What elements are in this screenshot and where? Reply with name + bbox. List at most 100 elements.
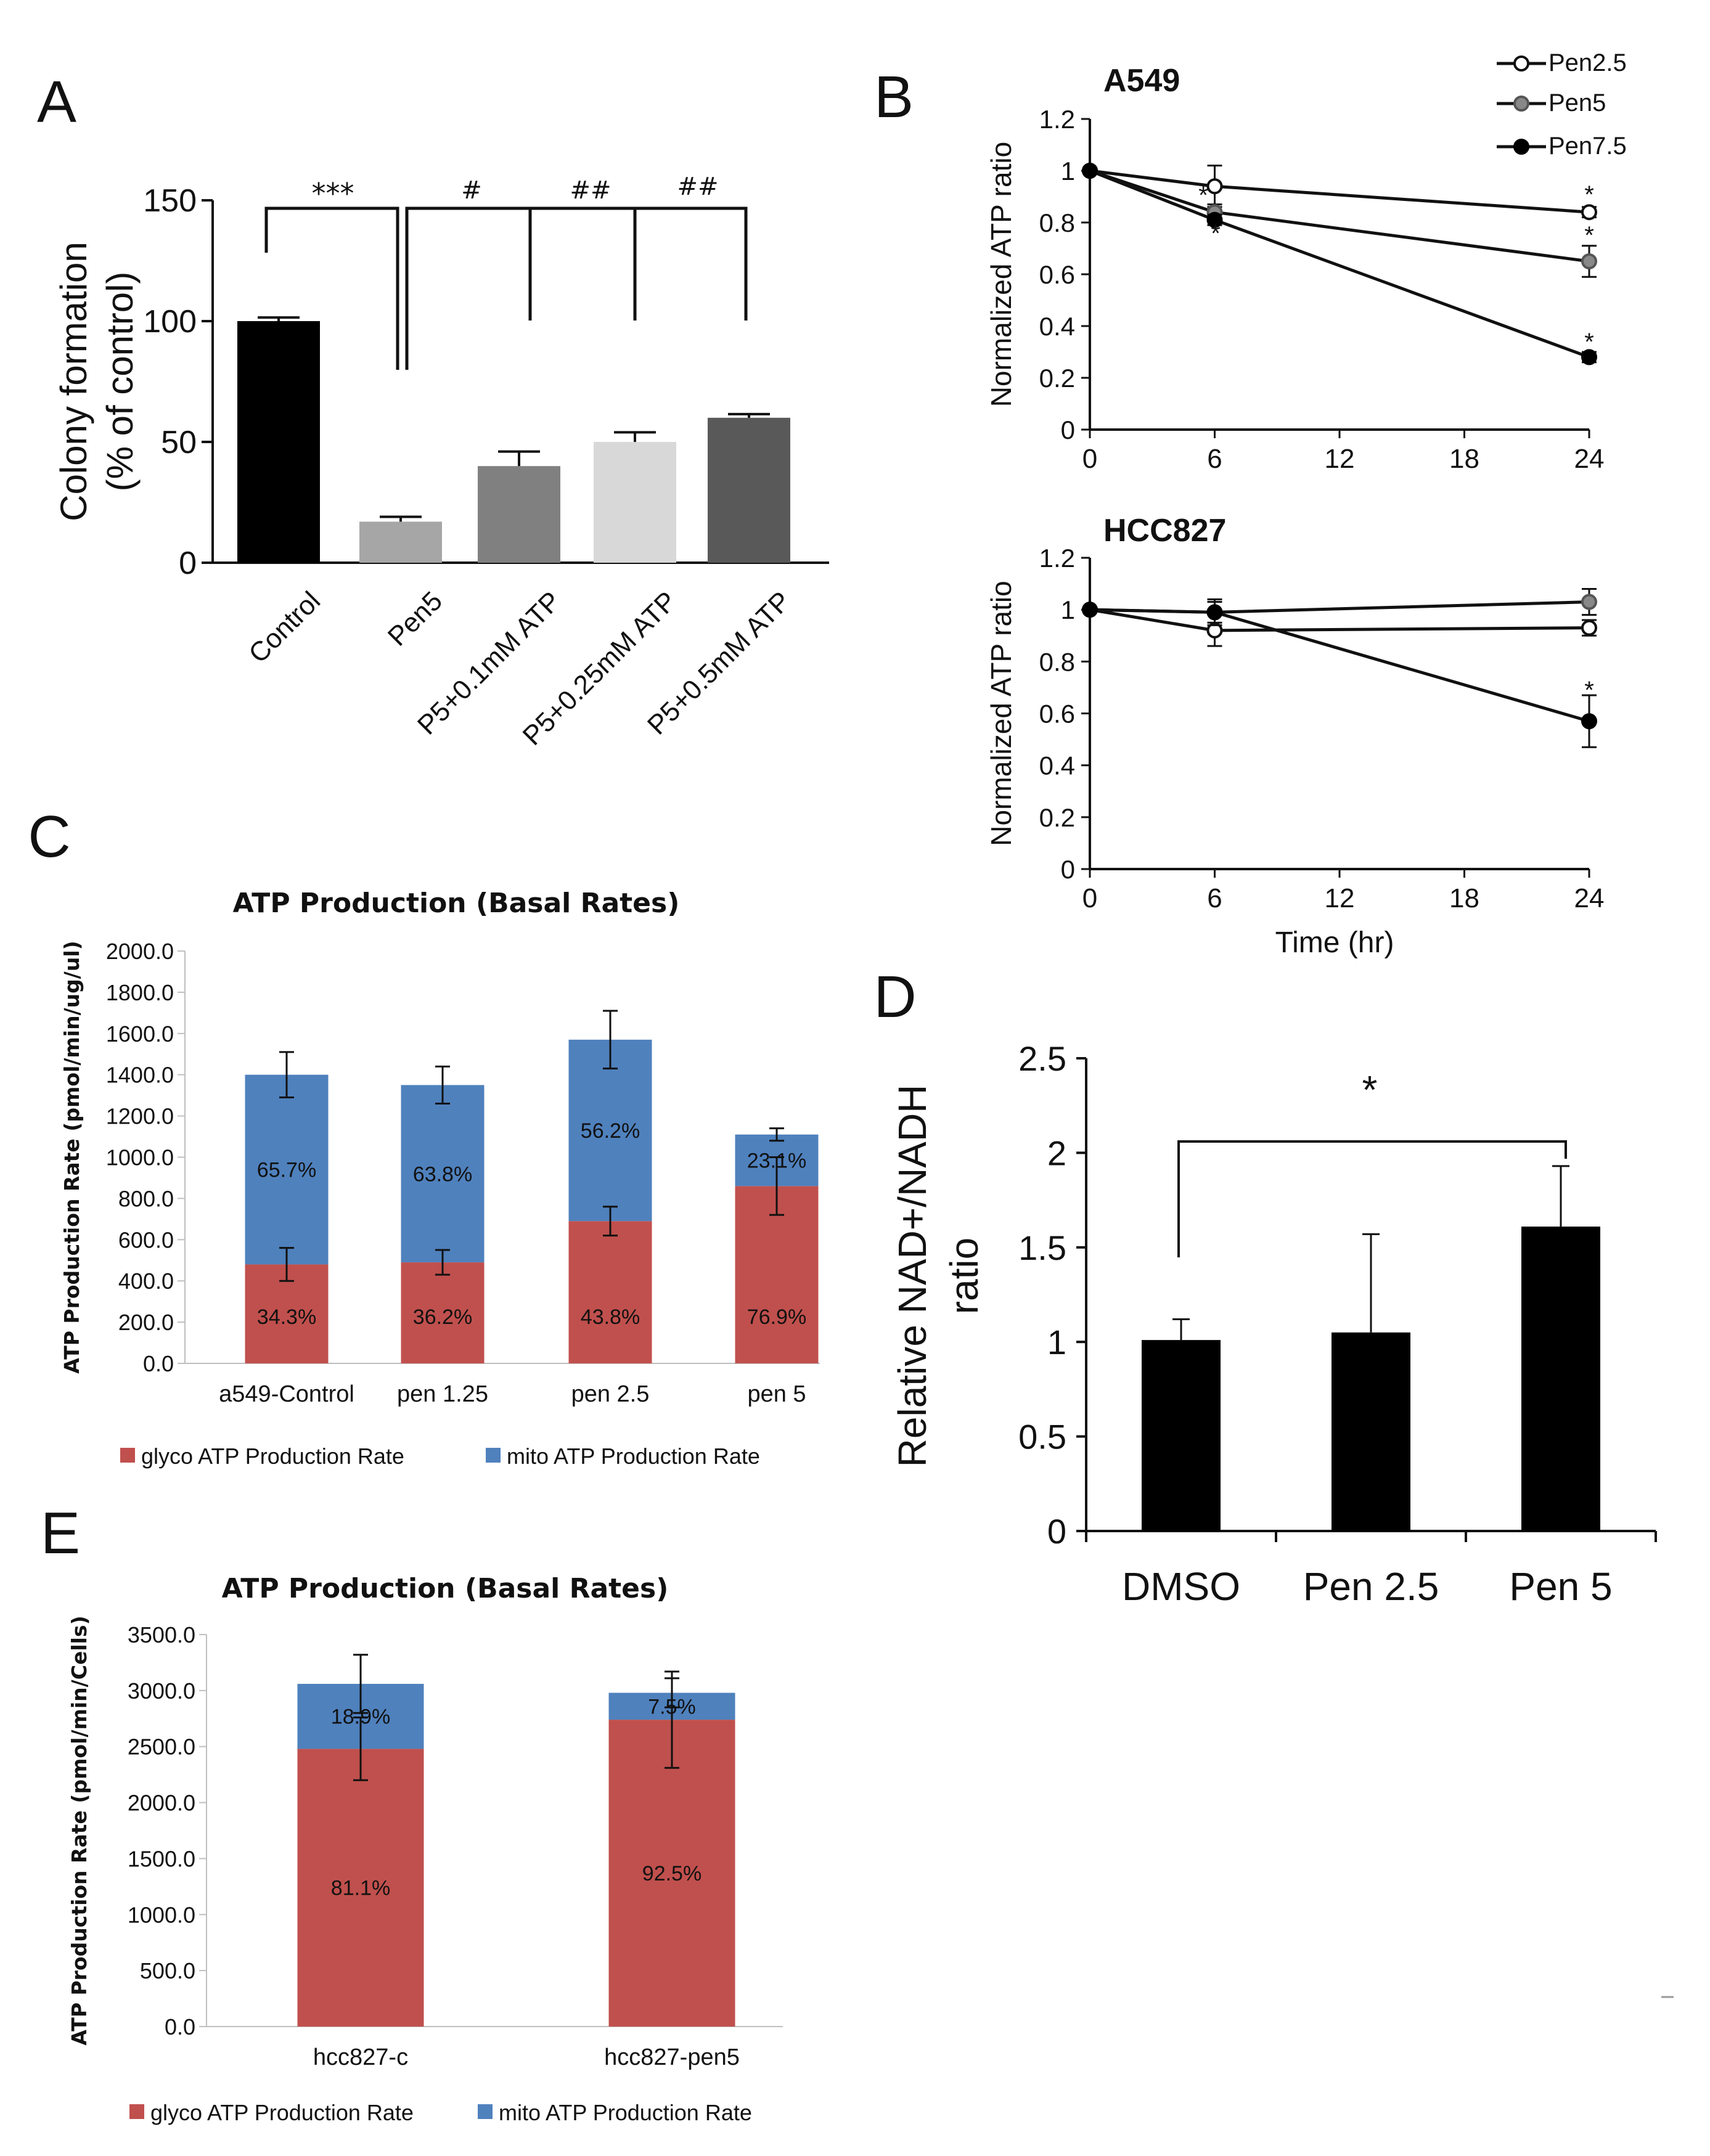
panel-e-glyco-percent-label: 92.5%: [642, 1862, 702, 1885]
panel-e-y-tick-label: 0.0: [165, 2014, 195, 2040]
panel-b-data-point: [1206, 604, 1223, 621]
panel-letter-d: D: [873, 964, 916, 1030]
panel-d-bar: [1521, 1227, 1600, 1531]
panel-a-y-tick-label: 150: [143, 183, 197, 219]
panel-b-significance-star: *: [1584, 222, 1594, 249]
panel-a-bar: [708, 417, 790, 563]
panel-a-y-label: Colony formation: [53, 242, 94, 521]
panel-c-y-tick-label: 400.0: [118, 1268, 174, 1294]
panel-d-y-label-second-line: ratio: [942, 1238, 986, 1315]
panel-e-y-tick-label: 1500.0: [128, 1846, 195, 1871]
panel-c-glyco-error-bar: [279, 1247, 294, 1282]
panel-c-y-tick-label: 2000.0: [106, 939, 174, 964]
panel-c-legend-swatch: [486, 1448, 501, 1463]
panel-c-mito-percent-label: 65.7%: [257, 1159, 316, 1182]
panel-c-mito-error-bar: [603, 1010, 618, 1070]
panel-d-bracket: [1177, 1140, 1567, 1257]
panel-b-y-tick-label: 0: [1061, 415, 1075, 444]
panel-b-x-tick-label: 24: [1574, 444, 1605, 474]
panel-c-mito-bar: [245, 1074, 329, 1265]
panel-c-title: ATP Production (Basal Rates): [233, 888, 680, 919]
panel-c-glyco-error-bar: [769, 1156, 784, 1216]
panel-a-bar: [478, 466, 560, 563]
panel-b-x-tick-label: 0: [1082, 883, 1097, 913]
panel-b-data-point: [1581, 713, 1597, 730]
panel-b-y-tick-label: 0.2: [1039, 803, 1075, 832]
panel-b-legend-label: Pen7.5: [1548, 133, 1627, 160]
panel-b-data-point: [1581, 619, 1597, 636]
panel-a-bar: [359, 521, 442, 563]
panel-a-significance-label: ##: [570, 176, 611, 205]
panel-c-glyco-error-bar: [603, 1206, 618, 1237]
panel-b-x-tick-label: 24: [1574, 883, 1605, 913]
panel-d-bar: [1332, 1332, 1410, 1531]
panel-b-series-line: [1089, 608, 1590, 723]
panel-c-legend-label: glyco ATP Production Rate: [141, 1443, 404, 1469]
panel-b-legend-marker: [1513, 96, 1529, 112]
panel-c-mito-bar: [568, 1039, 652, 1222]
panel-b-y-tick-label: 0.8: [1039, 208, 1075, 237]
panel-b-y-tick-label: 1.2: [1039, 544, 1075, 573]
panel-a-significance-label: #: [461, 176, 482, 205]
panel-e-y-tick-label: 500.0: [140, 1958, 195, 1983]
panel-d-y-tick-label: 1: [1047, 1323, 1066, 1362]
panel-a-x-tick-label: Pen5: [382, 586, 448, 651]
panel-e-legend-label: glyco ATP Production Rate: [150, 2100, 414, 2125]
panel-c-y-tick-label: 1000.0: [106, 1145, 174, 1170]
panel-c-y-tick-label: 200.0: [118, 1310, 174, 1335]
panel-a-significance-label: ##: [677, 173, 718, 201]
panel-e-legend-label: mito ATP Production Rate: [499, 2100, 752, 2125]
panel-e-title: ATP Production (Basal Rates): [222, 1573, 669, 1604]
panel-e-y-tick-label: 1000.0: [128, 1902, 195, 1927]
panel-letter-e: E: [41, 1500, 80, 1566]
panel-a-error-bar: [614, 431, 656, 442]
panel-b-y-label: Normalized ATP ratio: [985, 142, 1017, 407]
panel-b-y-tick-label: 1: [1061, 157, 1075, 186]
panel-e-glyco-percent-label: 81.1%: [331, 1877, 390, 1900]
panel-b-x-tick-label: 12: [1325, 444, 1355, 474]
panel-d-error-bar: [1552, 1165, 1569, 1227]
panel-c-y-tick-label: 1800.0: [106, 980, 174, 1005]
panel-b-y-tick-label: 0.8: [1039, 647, 1075, 676]
panel-letter-a: A: [37, 69, 76, 135]
panel-c-mito-error-bar: [435, 1065, 450, 1105]
panel-c-glyco-bar: [568, 1221, 652, 1363]
panel-b-subplot-title: HCC827: [1103, 513, 1226, 549]
panel-b-data-point: [1206, 211, 1223, 228]
panel-a-bar: [594, 442, 676, 563]
panel-b-series-line: [1089, 169, 1590, 263]
panel-a-bar: [237, 321, 320, 563]
panel-b-y-tick-label: 0.2: [1039, 364, 1075, 393]
panel-b-x-tick-label: 18: [1449, 444, 1479, 474]
panel-d-x-tick-label: DMSO: [1122, 1564, 1240, 1609]
panel-letter-c: C: [28, 804, 70, 870]
panel-b-y-tick-label: 0.6: [1039, 260, 1075, 289]
panel-a-error-bar: [728, 412, 770, 418]
panel-c-mito-error-bar: [769, 1127, 784, 1142]
panel-a-y-tick-label: 0: [179, 545, 197, 581]
panel-b-data-point: [1082, 602, 1098, 618]
panel-b-y-tick-label: 1: [1061, 595, 1075, 624]
panel-a-error-bar: [258, 316, 300, 321]
panel-c-y-tick-label: 1200.0: [106, 1104, 174, 1129]
panel-d-y-tick-label: 0: [1047, 1512, 1066, 1551]
panel-b-x-label: Time (hr): [1275, 926, 1394, 959]
panel-e-legend-swatch: [478, 2104, 493, 2119]
panel-b-x-tick-label: 18: [1449, 883, 1479, 913]
panel-c-x-tick-label: a549-Control: [219, 1381, 354, 1407]
panel-b-significance-star: *: [1584, 677, 1594, 704]
panel-a-bracket: [405, 206, 748, 370]
panel-e-legend-swatch: [129, 2104, 144, 2119]
panel-b-significance-star: *: [1198, 182, 1208, 209]
panel-c-glyco-percent-label: 43.8%: [581, 1305, 640, 1329]
panel-b-series-line: [1089, 169, 1590, 359]
panel-b-series-line: [1089, 608, 1590, 632]
panel-d-y-tick-label: 1.5: [1018, 1228, 1066, 1267]
panel-b-data-point: [1581, 349, 1597, 365]
panel-b-data-point: [1581, 204, 1597, 221]
panel-c-y-tick-label: 0.0: [143, 1351, 174, 1376]
panel-d-y-tick-label: 0.5: [1018, 1418, 1066, 1456]
panel-d-y-tick-label: 2.5: [1018, 1039, 1066, 1078]
panel-c-glyco-percent-label: 34.3%: [257, 1305, 316, 1329]
panel-a-y-tick-label: 50: [161, 425, 197, 460]
